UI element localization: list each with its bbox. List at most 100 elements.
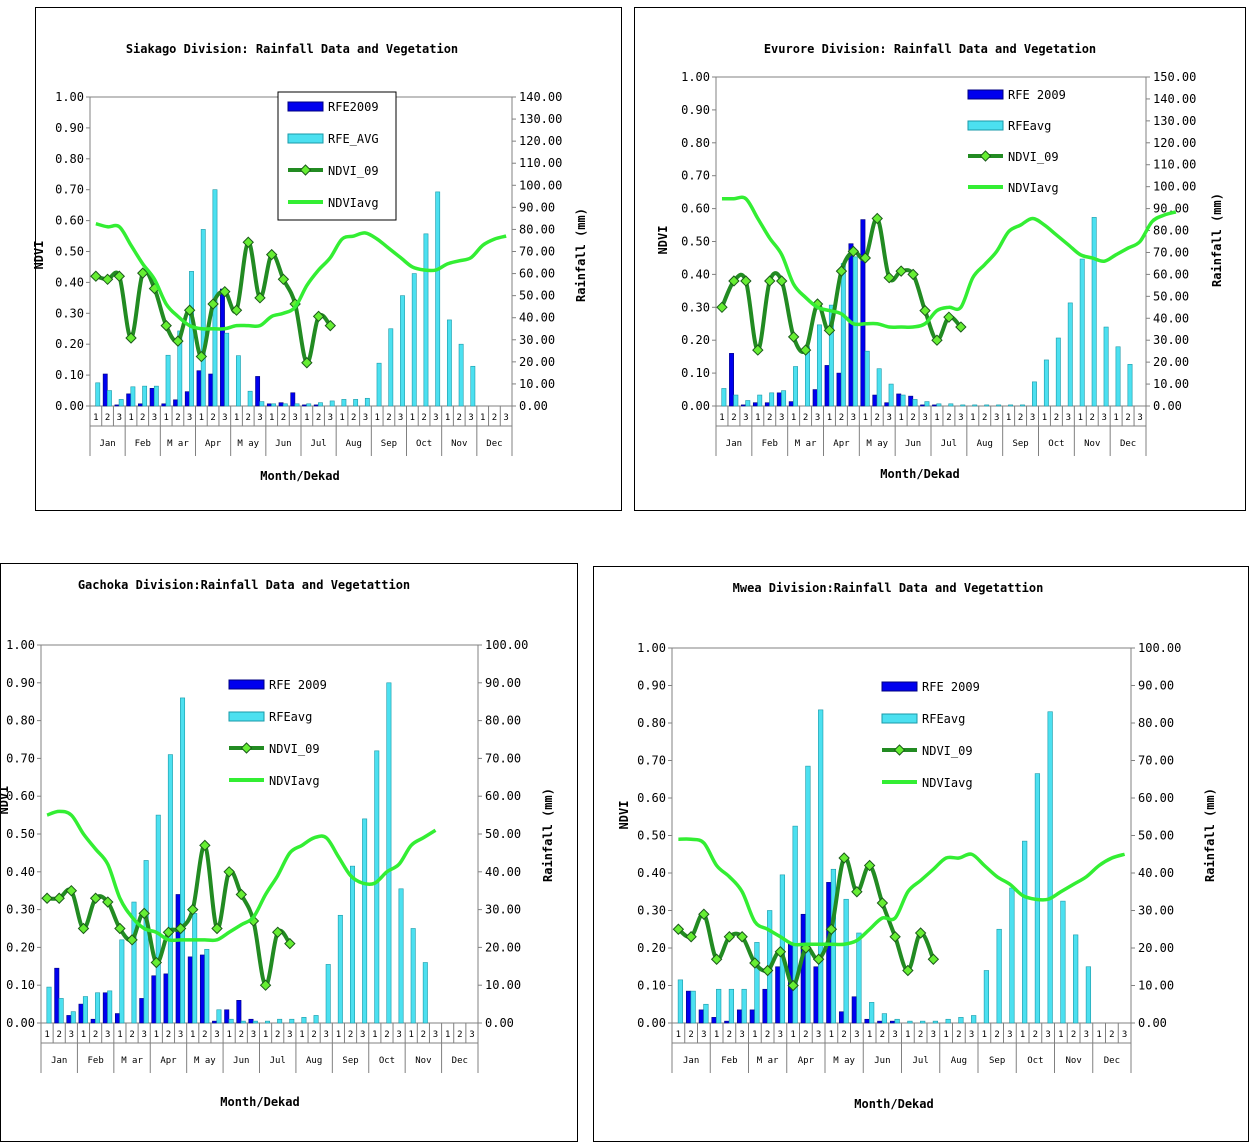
right-tick-label: 0.00 xyxy=(1138,1016,1167,1030)
bar-rfeavg xyxy=(119,939,125,1024)
bar-rfeavg xyxy=(843,898,849,1024)
dekad-label: 3 xyxy=(779,413,784,423)
marker-ndvi-09 xyxy=(174,922,187,935)
bar-rfeavg xyxy=(733,394,739,407)
bar-rfeavg xyxy=(876,368,882,407)
bar-rfeavg xyxy=(1008,404,1014,407)
month-label: Apr xyxy=(160,1056,177,1066)
dekad-label: 1 xyxy=(1096,1030,1101,1040)
left-tick-label: 0.10 xyxy=(6,978,35,992)
left-tick-label: 0.20 xyxy=(681,333,710,347)
dekad-label: 2 xyxy=(93,1030,98,1040)
bar-rfeavg xyxy=(289,1018,295,1024)
dekad-label: 3 xyxy=(214,1030,219,1040)
legend-label: NDVIavg xyxy=(328,196,379,210)
bar-rfe-avg xyxy=(247,390,253,407)
chart-title: Siakago Division: Rainfall Data and Vege… xyxy=(126,42,458,56)
bar-rfe-avg xyxy=(130,386,136,407)
left-tick-label: 0.00 xyxy=(681,399,710,413)
dekad-label: 1 xyxy=(943,1030,948,1040)
right-tick-label: 40.00 xyxy=(519,311,555,325)
marker-ndvi-09 xyxy=(889,931,901,943)
dekad-label: 3 xyxy=(969,1030,974,1040)
chart-title: Evurore Division: Rainfall Data and Vege… xyxy=(764,42,1096,56)
legend-label: NDVI_09 xyxy=(328,164,379,178)
bar-rfe-2009 xyxy=(736,1009,743,1024)
marker-ndvi-09 xyxy=(41,892,53,904)
marker-ndvi-09 xyxy=(114,922,126,935)
month-label: Feb xyxy=(87,1056,103,1066)
bar-rfeavg xyxy=(924,401,930,407)
bar-rfe-avg xyxy=(271,403,276,407)
right-tick-label: 20.00 xyxy=(1153,355,1189,369)
dekad-label: 2 xyxy=(875,413,880,423)
bar-rfeavg xyxy=(948,403,954,407)
dekad-label: 1 xyxy=(827,413,832,423)
month-label: M ay xyxy=(194,1056,216,1066)
bar-rfeavg xyxy=(1073,934,1079,1024)
legend-marker xyxy=(979,150,992,162)
left-tick-label: 0.40 xyxy=(681,267,710,281)
marker-ndvi-09 xyxy=(876,897,889,909)
bar-rfe2009 xyxy=(313,404,319,407)
marker-ndvi-09 xyxy=(749,957,761,969)
month-label: Jun xyxy=(874,1056,890,1066)
right-tick-label: 30.00 xyxy=(1153,333,1189,347)
marker-ndvi-09 xyxy=(137,267,149,279)
bar-rfe-avg xyxy=(470,365,476,407)
bar-rfe-2009 xyxy=(920,404,926,407)
bar-rfe-2009 xyxy=(884,402,890,407)
month-label: Jan xyxy=(726,439,742,449)
month-label: Jul xyxy=(270,1056,286,1066)
bar-rfe-avg xyxy=(306,403,312,407)
month-label: M ay xyxy=(833,1056,855,1066)
bar-rfe-2009 xyxy=(78,1003,84,1024)
dekad-label: 3 xyxy=(292,413,297,423)
month-label: Dec xyxy=(1120,439,1136,449)
bar-rfe-2009 xyxy=(741,404,746,407)
legend-label: NDVI_09 xyxy=(1008,150,1059,164)
dekad-label: 1 xyxy=(445,1030,450,1040)
bar-rfeavg xyxy=(1060,900,1066,1024)
bar-rfeavg xyxy=(277,1018,283,1024)
dekad-label: 1 xyxy=(863,413,868,423)
bar-rfe-2009 xyxy=(54,967,60,1024)
right-axis-title: Rainfall (mm) xyxy=(574,208,588,302)
right-tick-label: 80.00 xyxy=(485,714,521,728)
dekad-label: 3 xyxy=(1084,1030,1089,1040)
month-label: Jan xyxy=(99,439,115,449)
left-tick-label: 0.80 xyxy=(681,136,710,150)
bar-rfeavg xyxy=(830,868,837,1024)
dekad-label: 3 xyxy=(778,1030,783,1040)
legend-label: NDVIavg xyxy=(269,774,320,788)
legend-marker xyxy=(299,164,312,176)
right-tick-label: 0.00 xyxy=(1153,399,1182,413)
legend-label: RFE 2009 xyxy=(922,680,980,694)
left-tick-label: 0.60 xyxy=(55,214,84,228)
line-ndviavg xyxy=(95,221,507,331)
dekad-label: 2 xyxy=(421,1030,426,1040)
bar-rfe2009 xyxy=(102,373,108,407)
left-tick-label: 0.30 xyxy=(637,904,666,918)
bar-rfeavg xyxy=(58,998,64,1024)
bar-rfeavg xyxy=(894,1018,900,1024)
dekad-label: 3 xyxy=(257,413,262,423)
bar-rfe-2009 xyxy=(102,992,108,1024)
bar-rfe2009 xyxy=(114,404,120,407)
bar-rfe-2009 xyxy=(698,1009,704,1024)
bar-rfeavg xyxy=(881,1013,888,1024)
dekad-label: 2 xyxy=(348,1030,353,1040)
dekad-label: 2 xyxy=(56,1030,61,1040)
bar-rfeavg xyxy=(228,1018,234,1024)
legend-swatch xyxy=(287,101,324,112)
bar-rfe-2009 xyxy=(877,1020,883,1024)
bar-rfe-avg xyxy=(353,399,359,407)
bar-rfeavg xyxy=(745,400,751,407)
legend: RFE2009 RFE_AVG NDVI_09 NDVIavg xyxy=(277,91,397,221)
dekad-label: 3 xyxy=(433,1030,438,1040)
bar-rfeavg xyxy=(852,256,858,407)
bar-rfeavg xyxy=(690,990,696,1024)
left-tick-label: 0.80 xyxy=(55,152,84,166)
month-label: M ay xyxy=(237,439,259,449)
